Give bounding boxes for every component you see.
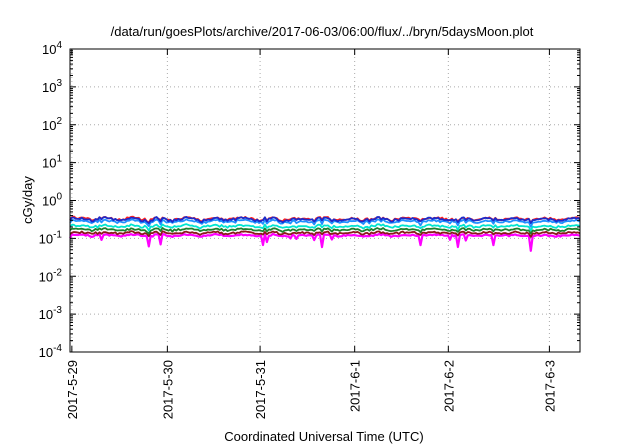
series-group [69, 215, 581, 252]
y-axis-label: cGy/day [20, 176, 35, 224]
x-axis-label: Coordinated Universal Time (UTC) [224, 429, 423, 444]
x-tick-label: 2017-5-30 [160, 360, 175, 419]
x-tick-label: 2017-6-2 [441, 360, 456, 412]
y-tick-label: 10-1 [39, 229, 63, 246]
chart-title: /data/run/goesPlots/archive/2017-06-03/0… [111, 24, 534, 39]
y-tick-label: 10-2 [39, 267, 63, 284]
y-tick-label: 103 [42, 78, 62, 95]
series-line [69, 227, 581, 235]
y-tick-label: 10-4 [39, 343, 63, 360]
x-tick-label: 2017-6-3 [542, 360, 557, 412]
y-tick-label: 101 [42, 154, 62, 171]
x-tick-label: 2017-5-29 [65, 360, 80, 419]
y-tick-label: 10-3 [39, 305, 63, 322]
series-line [69, 216, 581, 225]
x-tick-label: 2017-6-1 [348, 360, 363, 412]
x-tick-label: 2017-5-31 [253, 360, 268, 419]
grid [70, 49, 580, 352]
y-ticks: 104 103 102 101 100 10-1 10-2 10-3 10-4 [39, 40, 580, 360]
x-ticks: 2017-5-29 2017-5-30 2017-5-31 2017-6-1 2017-… [65, 49, 557, 419]
y-tick-label: 102 [42, 116, 62, 133]
series-line [69, 218, 581, 228]
y-tick-label: 100 [42, 192, 62, 209]
series-line [69, 232, 581, 252]
series-line [69, 223, 581, 232]
series-line [69, 230, 581, 238]
y-tick-label: 104 [42, 40, 62, 57]
